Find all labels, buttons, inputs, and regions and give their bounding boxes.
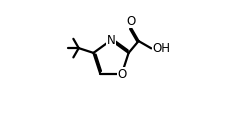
Text: OH: OH xyxy=(152,42,170,55)
Text: O: O xyxy=(118,68,127,81)
Text: O: O xyxy=(127,15,136,28)
Text: N: N xyxy=(107,34,115,47)
